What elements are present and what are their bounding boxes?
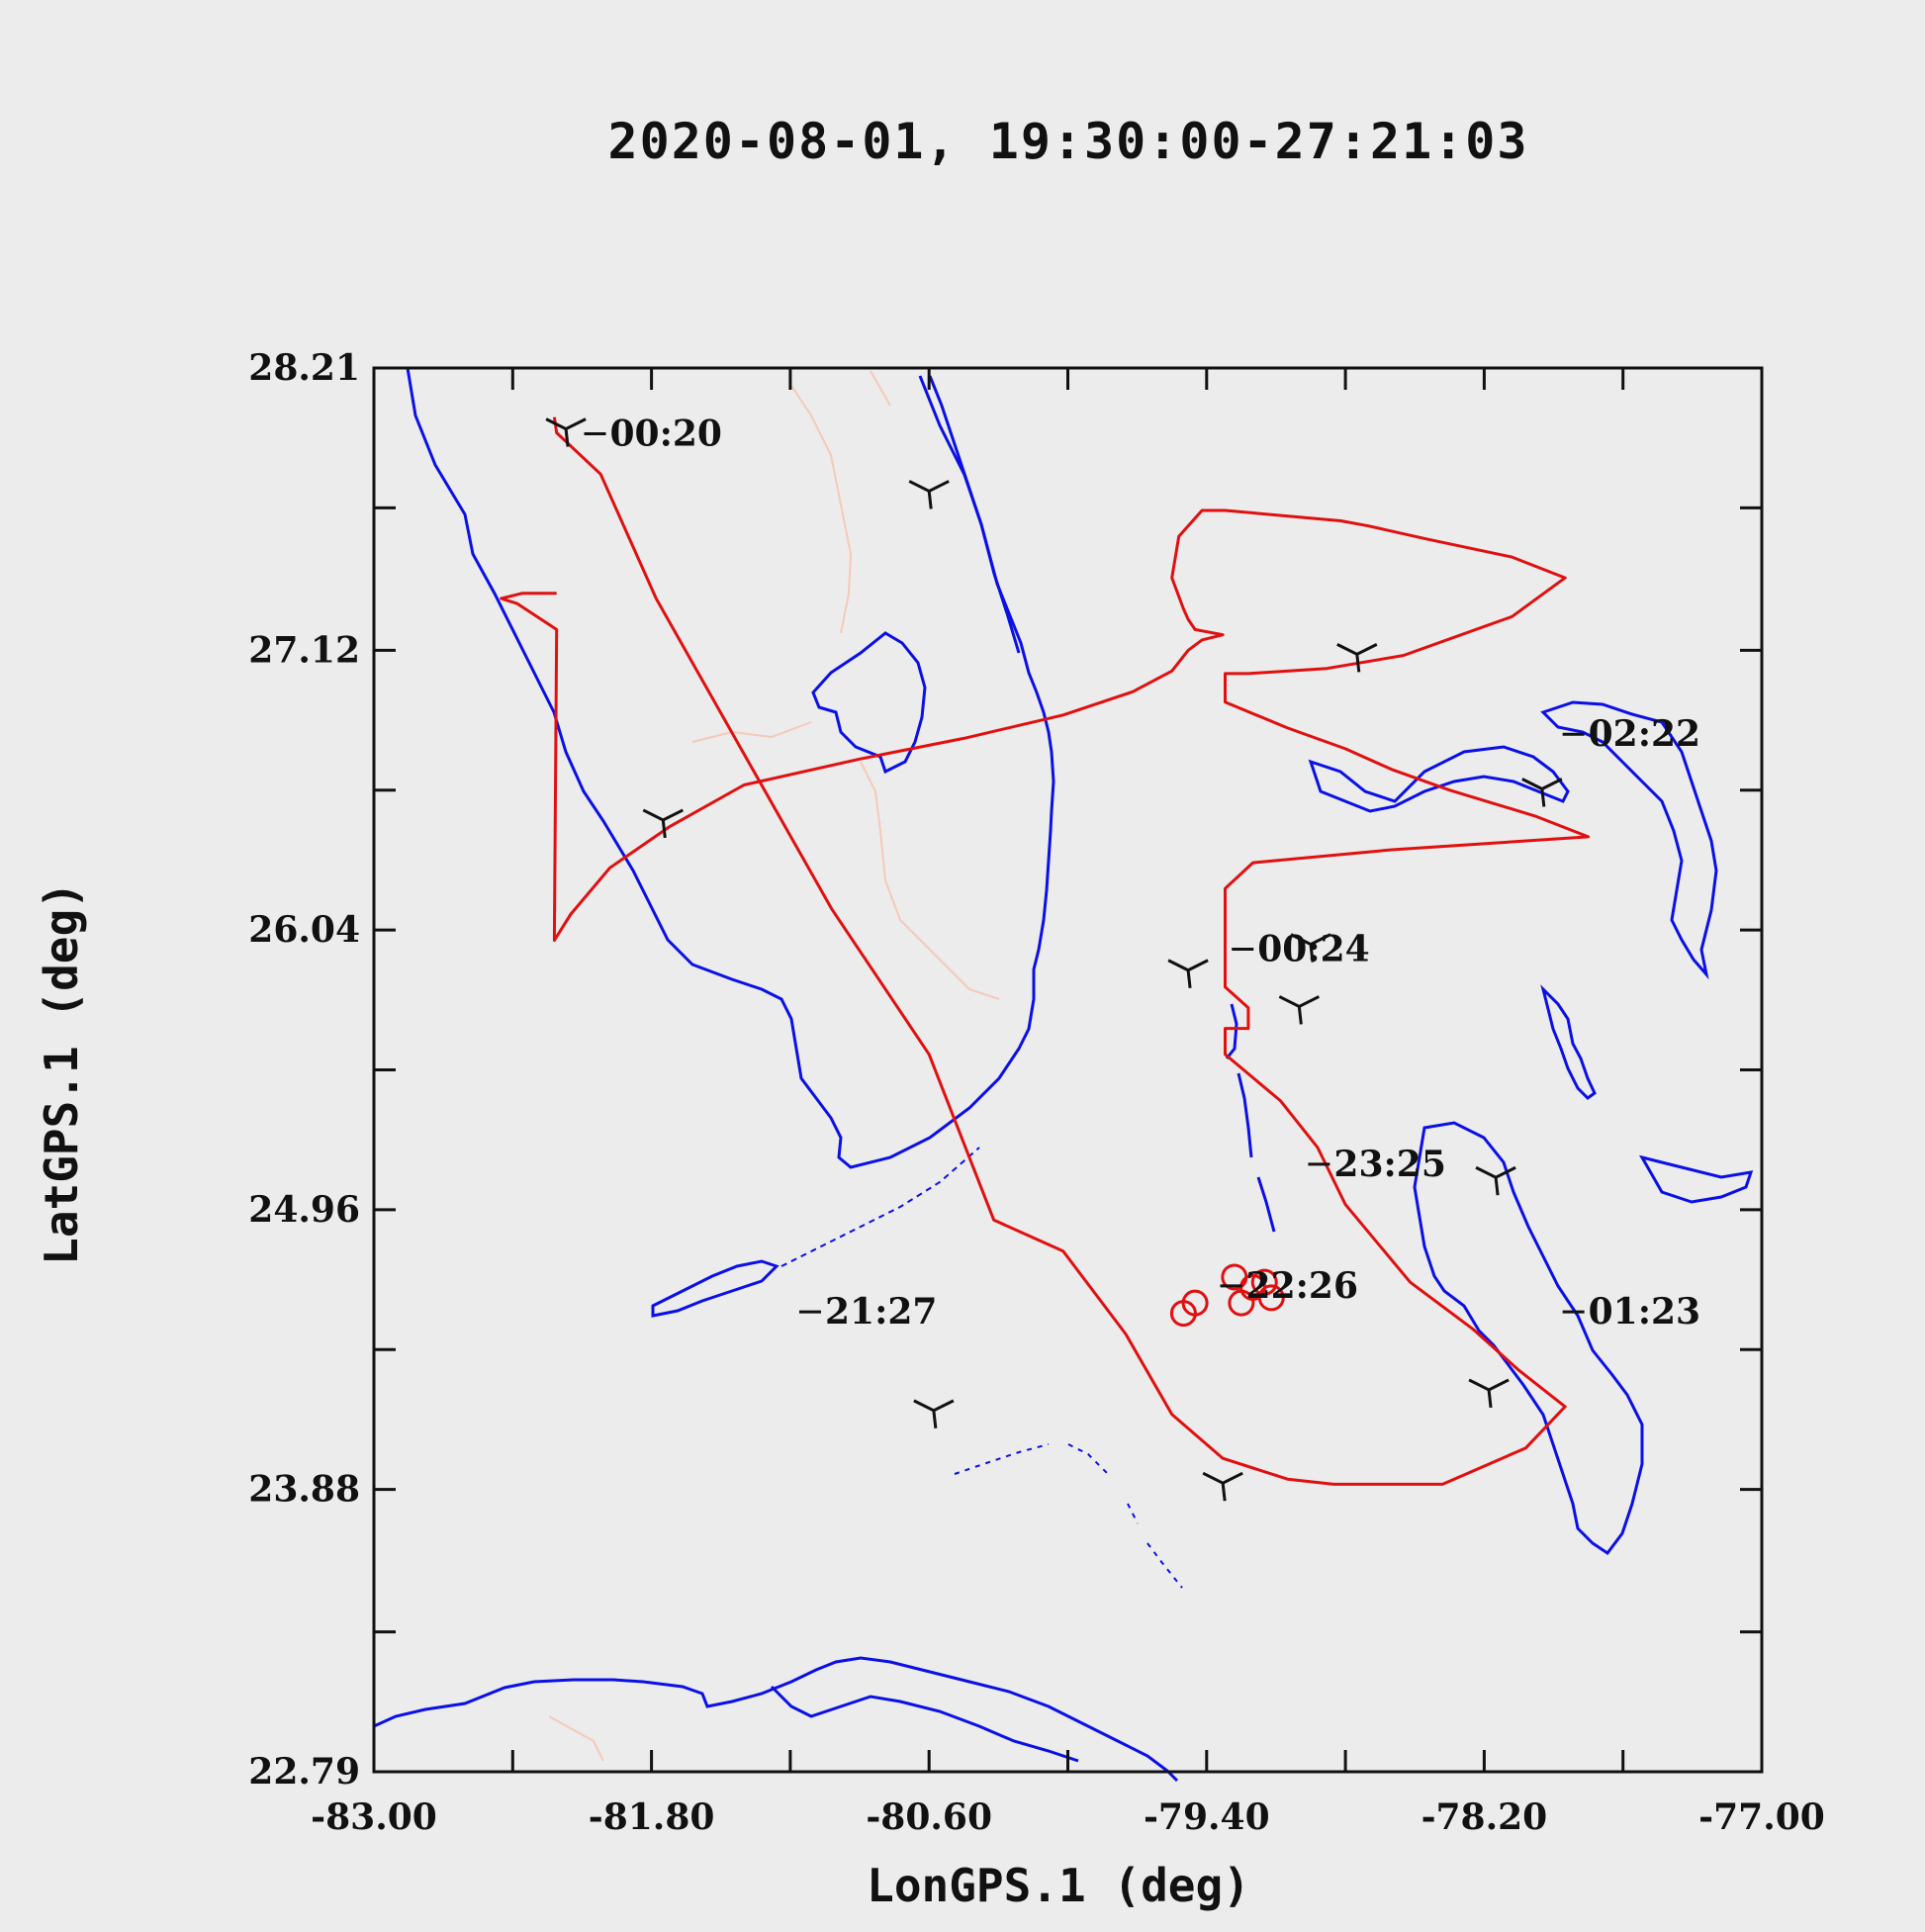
chart-title: 2020-08-01, 19:30:00-27:21:03	[608, 113, 1529, 170]
coastline-cuba	[373, 1656, 1179, 1783]
x-axis-label: LonGPS.1 (deg)	[867, 1859, 1250, 1912]
wind-barbs-layer	[545, 417, 1563, 1502]
wind-barb-icon	[1278, 995, 1321, 1025]
wind-barb-icon	[908, 480, 950, 509]
flight-track-loop	[1169, 1300, 1197, 1328]
coastline-east-florida-keys-islands	[918, 375, 1021, 654]
coastline-florida	[406, 367, 1055, 1169]
coastline-andros-east	[1638, 1154, 1754, 1204]
y-tick-label: 22.79	[248, 1751, 360, 1793]
coastline-grand-bahama	[1308, 745, 1570, 813]
time-label: 01:23	[1589, 1291, 1700, 1333]
y-tick-label: 24.96	[248, 1189, 360, 1231]
coastline-abaco	[1540, 700, 1718, 980]
x-tick-label: -78.20	[1421, 1796, 1548, 1838]
time-label: 00:24	[1257, 929, 1369, 970]
flight-track-line	[500, 416, 1591, 1486]
time-label: 23:25	[1333, 1144, 1445, 1185]
time-label: 21:27	[825, 1291, 937, 1333]
flight-track-loop	[1250, 1268, 1278, 1296]
land-border-lines	[548, 370, 1000, 1762]
y-tick-label: 26.04	[248, 909, 360, 951]
wind-barb-icon	[1336, 643, 1378, 673]
x-tick-label: -83.00	[311, 1796, 437, 1838]
x-tick-label: -80.60	[866, 1796, 992, 1838]
plot-frame	[372, 366, 1764, 1774]
x-tick-label: -79.40	[1144, 1796, 1270, 1838]
wind-barb-icon	[1521, 778, 1563, 807]
time-labels-layer: 00:20 02:22 00:24 23:25 22:26 21:27 01:23	[584, 414, 1700, 1333]
wind-barb-icon	[1167, 959, 1209, 988]
y-axis-label: LatGPS.1 (deg)	[35, 881, 88, 1265]
coastline-keys-chain	[780, 1147, 980, 1267]
x-tick-label: -81.80	[589, 1796, 715, 1838]
flight-track-loop	[1228, 1289, 1255, 1317]
y-tick-label: 27.12	[248, 629, 360, 671]
flight-track-loop	[1257, 1284, 1285, 1312]
wind-barb-icon	[1290, 933, 1331, 963]
y-tick-label: 23.88	[248, 1469, 360, 1511]
time-label: 00:20	[610, 414, 722, 455]
wind-barb-icon	[1475, 1165, 1516, 1196]
wind-barb-icon	[913, 1399, 955, 1429]
coastline-florida-keys	[651, 1259, 779, 1318]
wind-barb-icon	[545, 417, 587, 447]
coastline-cuba-north-cays	[770, 1685, 1079, 1763]
time-label: 22:26	[1246, 1265, 1358, 1307]
wind-barb-icon	[642, 808, 684, 839]
x-tick-label: -77.00	[1698, 1796, 1825, 1838]
x-axis-ticks: -83.00 -81.80 -80.60 -79.40 -78.20 -77.00	[311, 368, 1825, 1838]
plot-axes: -83.00 -81.80 -80.60 -79.40 -78.20 -77.00 22.…	[248, 347, 1825, 1838]
coastline-bimini	[1225, 1003, 1276, 1233]
y-tick-label: 28.21	[248, 347, 360, 389]
coastline-cay-sal	[954, 1443, 1183, 1589]
flight-track-layer	[500, 416, 1591, 1486]
coastline-map	[373, 367, 1754, 1783]
y-axis-ticks: 22.79 23.88 24.96 26.04 27.12 28.21	[248, 347, 1762, 1793]
coastline-lake-okeechobee	[811, 631, 927, 775]
coastline-berry-islands	[1540, 984, 1597, 1100]
wind-barb-icon	[1468, 1378, 1510, 1409]
time-label: 02:22	[1589, 713, 1700, 755]
coastline-andros	[1413, 1121, 1644, 1556]
wind-barb-icon	[1202, 1471, 1243, 1502]
